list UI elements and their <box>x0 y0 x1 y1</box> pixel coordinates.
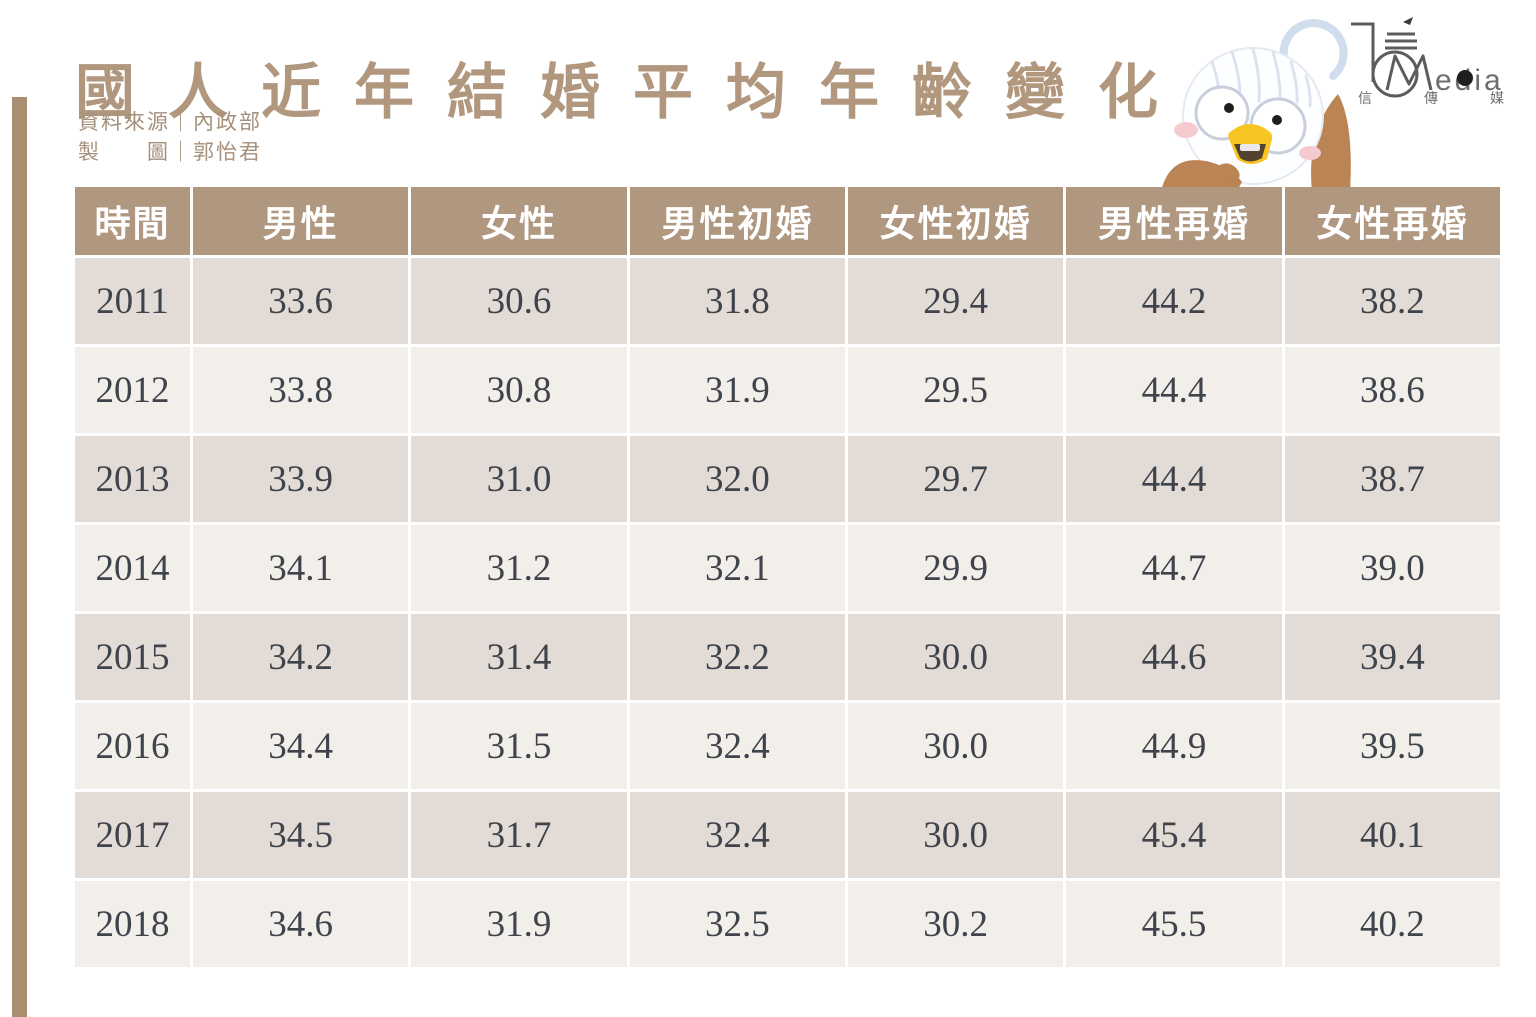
value-cell: 33.9 <box>193 436 409 522</box>
value-cell: 38.7 <box>1284 436 1500 522</box>
page-title: 國人近年結婚平均年齡變化 <box>75 59 1191 127</box>
marriage-table: 時間 男性 女性 男性初婚 女性初婚 男性再婚 女性再婚 2011 33.6 30.6 31.8 29… <box>75 187 1500 967</box>
value-cell: 32.4 <box>629 792 845 878</box>
column-header-0: 時間 <box>75 187 190 255</box>
value-cell: 31.2 <box>411 525 627 611</box>
value-cell: 31.0 <box>411 436 627 522</box>
column-header-4: 女性初婚 <box>847 187 1064 255</box>
value-cell: 44.9 <box>1066 703 1282 789</box>
year-cell: 2018 <box>75 881 190 967</box>
value-cell: 32.1 <box>629 525 845 611</box>
value-cell: 34.1 <box>193 525 409 611</box>
value-cell: 31.9 <box>629 347 845 433</box>
chick-mascot-illustration <box>1160 0 1365 196</box>
value-cell: 45.5 <box>1066 881 1282 967</box>
value-cell: 34.6 <box>193 881 409 967</box>
cm-media-logo-icon: edia <box>1351 17 1501 98</box>
year-cell: 2012 <box>75 347 190 433</box>
chart-credit-label: 製 圖｜郭怡君 <box>78 141 262 164</box>
year-cell: 2014 <box>75 525 190 611</box>
value-cell: 32.5 <box>629 881 845 967</box>
value-cell: 30.2 <box>847 881 1064 967</box>
logo-cjk-text: 信傳媒 <box>1358 90 1504 106</box>
value-cell: 29.5 <box>847 347 1064 433</box>
value-cell: 31.9 <box>411 881 627 967</box>
value-cell: 44.6 <box>1066 614 1282 700</box>
value-cell: 31.5 <box>411 703 627 789</box>
value-cell: 39.0 <box>1284 525 1500 611</box>
value-cell: 31.4 <box>411 614 627 700</box>
value-cell: 33.6 <box>193 258 409 344</box>
value-cell: 44.4 <box>1066 347 1282 433</box>
value-cell: 32.0 <box>629 436 845 522</box>
data-source-label: 資料來源｜內政部 <box>78 111 262 134</box>
value-cell: 40.1 <box>1284 792 1500 878</box>
value-cell: 38.2 <box>1284 258 1500 344</box>
value-cell: 32.4 <box>629 703 845 789</box>
column-header-1: 男性 <box>193 187 409 255</box>
value-cell: 31.7 <box>411 792 627 878</box>
column-header-5: 男性再婚 <box>1066 187 1282 255</box>
value-cell: 30.6 <box>411 258 627 344</box>
year-cell: 2015 <box>75 614 190 700</box>
column-header-6: 女性再婚 <box>1284 187 1500 255</box>
value-cell: 30.0 <box>847 703 1064 789</box>
source-credit-block: 資料來源｜內政部 製 圖｜郭怡君 <box>78 108 262 168</box>
year-cell: 2013 <box>75 436 190 522</box>
value-cell: 44.7 <box>1066 525 1282 611</box>
year-cell: 2016 <box>75 703 190 789</box>
value-cell: 44.4 <box>1066 436 1282 522</box>
value-cell: 44.2 <box>1066 258 1282 344</box>
year-cell: 2017 <box>75 792 190 878</box>
value-cell: 29.7 <box>847 436 1064 522</box>
value-cell: 38.6 <box>1284 347 1500 433</box>
value-cell: 39.4 <box>1284 614 1500 700</box>
value-cell: 33.8 <box>193 347 409 433</box>
value-cell: 30.8 <box>411 347 627 433</box>
column-header-3: 男性初婚 <box>629 187 845 255</box>
value-cell: 45.4 <box>1066 792 1282 878</box>
value-cell: 40.2 <box>1284 881 1500 967</box>
chick-mascot-icon <box>1160 19 1351 196</box>
value-cell: 34.4 <box>193 703 409 789</box>
value-cell: 30.0 <box>847 614 1064 700</box>
value-cell: 34.5 <box>193 792 409 878</box>
value-cell: 29.9 <box>847 525 1064 611</box>
column-header-2: 女性 <box>411 187 627 255</box>
year-cell: 2011 <box>75 258 190 344</box>
value-cell: 29.4 <box>847 258 1064 344</box>
value-cell: 32.2 <box>629 614 845 700</box>
value-cell: 30.0 <box>847 792 1064 878</box>
left-accent-bar <box>12 97 27 1017</box>
cnews-media-logo: edia <box>1343 12 1523 122</box>
value-cell: 34.2 <box>193 614 409 700</box>
value-cell: 39.5 <box>1284 703 1500 789</box>
value-cell: 31.8 <box>629 258 845 344</box>
